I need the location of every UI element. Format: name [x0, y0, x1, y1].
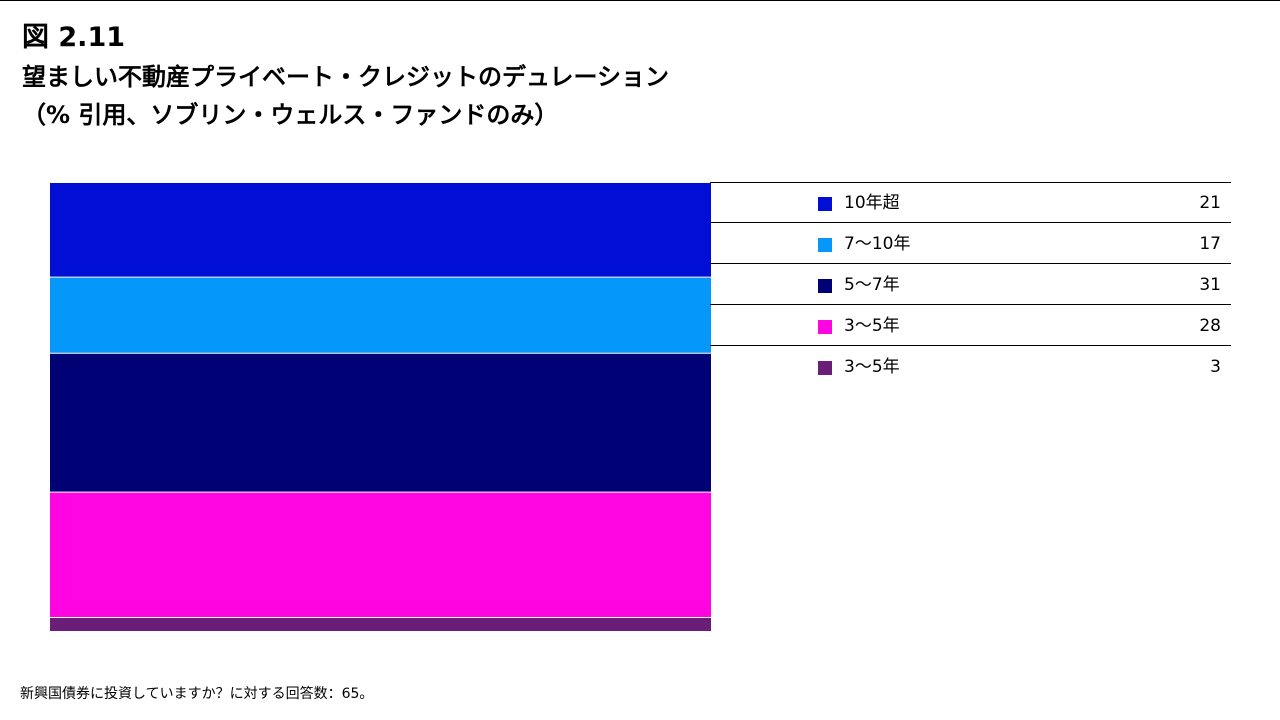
legend-item: 7～10年 17: [710, 223, 1231, 264]
legend: 10年超 21 7～10年 17 5～7年 31 3～5年 28 3～5年 3: [710, 182, 1231, 386]
bar-segment-5: [50, 617, 711, 631]
legend-item: 5～7年 31: [710, 264, 1231, 305]
legend-swatch: [818, 197, 832, 211]
legend-top-rule: [710, 182, 1231, 183]
legend-item: 10年超 21: [710, 182, 1231, 223]
legend-item: 3～5年 28: [710, 305, 1231, 346]
legend-label: 10年超: [844, 193, 900, 213]
bar-segment-3: [50, 353, 711, 493]
footnote: 新興国債券に投資していますか？に対する回答数：65。: [20, 686, 374, 702]
legend-swatch: [818, 320, 832, 334]
legend-swatch: [818, 361, 832, 375]
legend-label: 3～5年: [844, 316, 900, 336]
legend-label: 5～7年: [844, 275, 900, 295]
bar-segment-4: [50, 492, 711, 618]
legend-value: 17: [1199, 234, 1221, 254]
legend-item: 3～5年 3: [710, 346, 1231, 386]
legend-value: 31: [1199, 275, 1221, 295]
legend-value: 3: [1210, 357, 1221, 377]
chart-subtitle: （% 引用、ソブリン・ウェルス・ファンドのみ）: [22, 101, 559, 129]
legend-value: 28: [1199, 316, 1221, 336]
legend-label: 3～5年: [844, 357, 900, 377]
figure-label: 図 2.11: [22, 22, 126, 53]
legend-swatch: [818, 238, 832, 252]
legend-value: 21: [1199, 193, 1221, 213]
chart-title: 望ましい不動産プライベート・クレジットのデュレーション: [22, 63, 670, 91]
legend-label: 7～10年: [844, 234, 911, 254]
legend-swatch: [818, 279, 832, 293]
top-rule: [0, 0, 1280, 1]
bar-segment-1: [50, 183, 711, 278]
bar-segment-2: [50, 277, 711, 354]
